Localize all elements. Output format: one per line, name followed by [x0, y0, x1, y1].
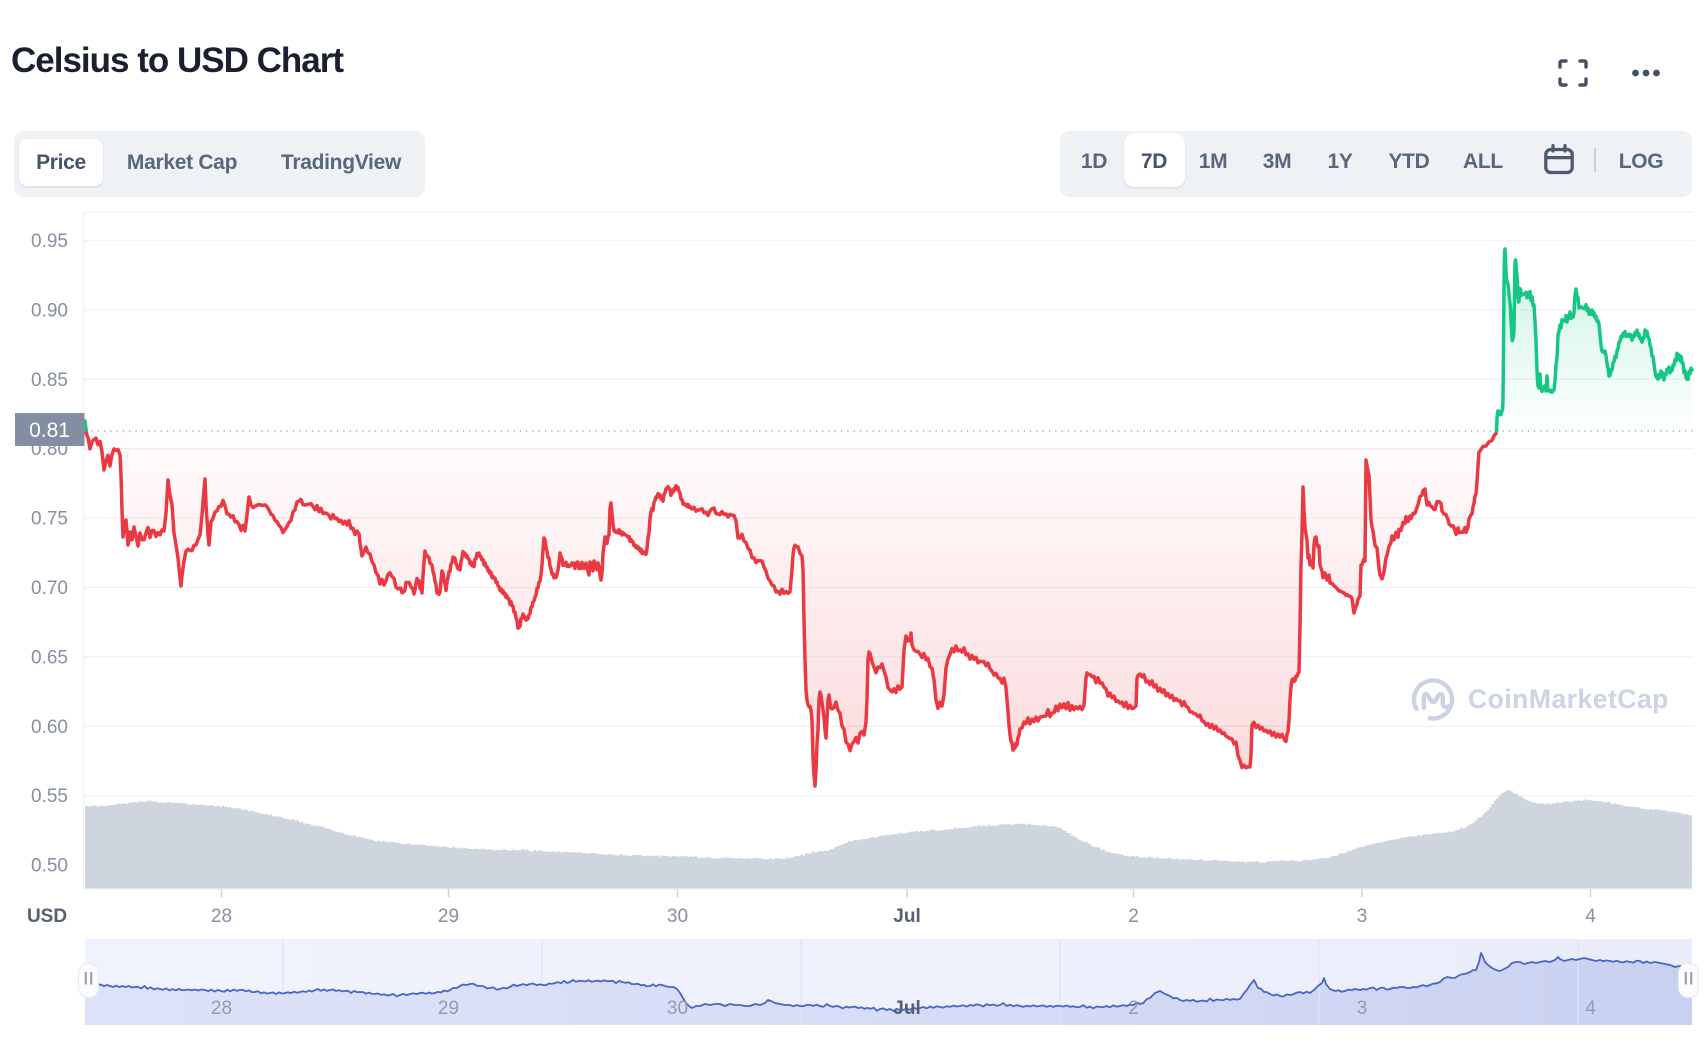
svg-text:0.70: 0.70 [31, 578, 68, 599]
svg-text:28: 28 [211, 906, 232, 927]
svg-text:0.95: 0.95 [31, 231, 68, 252]
svg-text:CoinMarketCap: CoinMarketCap [1468, 684, 1669, 714]
svg-text:0.55: 0.55 [31, 786, 68, 807]
svg-text:4: 4 [1585, 906, 1596, 927]
svg-text:29: 29 [438, 998, 459, 1019]
svg-text:30: 30 [667, 906, 688, 927]
svg-text:0.75: 0.75 [31, 509, 68, 530]
svg-text:2: 2 [1128, 906, 1139, 927]
svg-text:28: 28 [211, 998, 232, 1019]
svg-text:Jul: Jul [893, 998, 920, 1019]
svg-text:0.65: 0.65 [31, 647, 68, 668]
svg-text:3: 3 [1357, 906, 1368, 927]
svg-text:29: 29 [438, 906, 459, 927]
svg-text:0.60: 0.60 [31, 717, 68, 738]
svg-text:3: 3 [1357, 998, 1368, 1019]
svg-text:30: 30 [667, 998, 688, 1019]
svg-text:0.81: 0.81 [29, 419, 70, 442]
svg-text:0.85: 0.85 [31, 370, 68, 391]
svg-text:Jul: Jul [893, 906, 920, 927]
svg-text:0.50: 0.50 [31, 856, 68, 877]
svg-text:2: 2 [1128, 998, 1139, 1019]
svg-text:0.90: 0.90 [31, 300, 68, 321]
svg-text:USD: USD [27, 906, 67, 927]
svg-text:4: 4 [1585, 998, 1596, 1019]
